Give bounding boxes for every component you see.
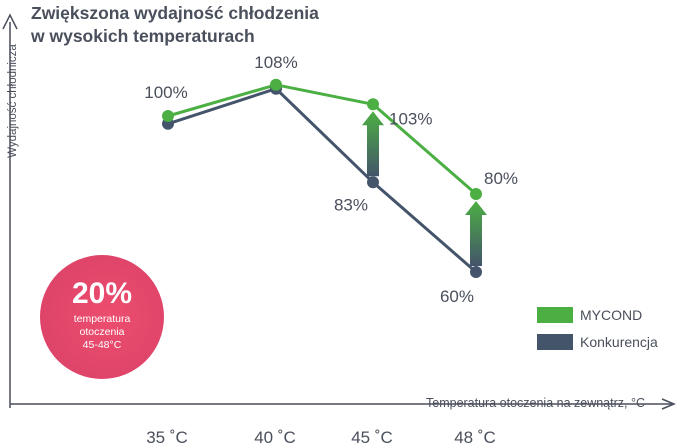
legend-swatch-konkurencja bbox=[537, 334, 573, 350]
series-lines bbox=[167, 83, 477, 274]
improvement-arrows bbox=[362, 111, 487, 266]
data-point-mycond-3 bbox=[470, 188, 482, 200]
legend-label-mycond: MYCOND bbox=[580, 307, 643, 323]
chart-title: Zwiększona wydajność chłodzenia w wysoki… bbox=[31, 2, 319, 48]
x-axis-arrow-icon bbox=[661, 398, 676, 410]
data-label-mycond-1: 108% bbox=[254, 53, 297, 72]
improvement-arrow-2 bbox=[362, 111, 384, 177]
badge-line-2: otoczenia bbox=[79, 326, 125, 338]
x-tick-labels: 35 ˚C 40 ˚C 45 ˚C 48 ˚C bbox=[146, 428, 496, 444]
chart-axes bbox=[2, 13, 676, 410]
data-label-mycond-0: 100% bbox=[144, 83, 187, 102]
data-point-mycond-0 bbox=[162, 110, 174, 122]
legend-label-konkurencja: Konkurencja bbox=[580, 334, 658, 350]
x-tick-label-1: 40 ˚C bbox=[254, 428, 296, 444]
x-tick-label-2: 45 ˚C bbox=[351, 428, 393, 444]
data-point-mycond-1 bbox=[270, 78, 282, 91]
data-labels: 100% 108% 103% 80% 83% 60% bbox=[144, 53, 518, 306]
data-point-konkurencja-2 bbox=[367, 176, 379, 189]
data-point-mycond-2 bbox=[367, 98, 379, 111]
badge-value: 20% bbox=[71, 277, 133, 310]
x-tick-label-3: 48 ˚C bbox=[454, 428, 496, 444]
y-axis-label: Wydajność chłodnicza bbox=[7, 44, 19, 158]
chart-title-line-2: w wysokich temperaturach bbox=[31, 26, 255, 46]
legend-swatch-mycond bbox=[537, 307, 573, 323]
series-line-konkurencja bbox=[167, 87, 477, 274]
chart-legend: MYCOND Konkurencja bbox=[537, 305, 658, 359]
legend-item-konkurencja: Konkurencja bbox=[537, 332, 658, 352]
improvement-badge: 20% temperatura otoczenia 45-48°C bbox=[40, 255, 164, 379]
y-axis-arrow-icon bbox=[2, 13, 18, 30]
data-label-konkurencja-2: 83% bbox=[334, 195, 368, 214]
improvement-arrow-3 bbox=[465, 201, 487, 266]
data-label-mycond-3: 80% bbox=[484, 169, 518, 188]
data-point-konkurencja-3 bbox=[470, 266, 482, 278]
badge-line-1: temperatura bbox=[73, 313, 131, 325]
data-label-konkurencja-3: 60% bbox=[440, 287, 474, 306]
series-points bbox=[162, 78, 482, 278]
badge-line-3: 45-48°C bbox=[82, 339, 122, 351]
legend-item-mycond: MYCOND bbox=[537, 305, 658, 325]
data-label-mycond-2: 103% bbox=[389, 109, 432, 128]
x-tick-label-0: 35 ˚C bbox=[146, 428, 188, 444]
chart-title-line-1: Zwiększona wydajność chłodzenia bbox=[31, 3, 319, 23]
x-axis-label: Temperatura otoczenia na zewnątrz, °C bbox=[426, 396, 645, 410]
badge-text: temperatura otoczenia 45-48°C bbox=[62, 313, 142, 352]
series-line-mycond bbox=[167, 83, 477, 196]
